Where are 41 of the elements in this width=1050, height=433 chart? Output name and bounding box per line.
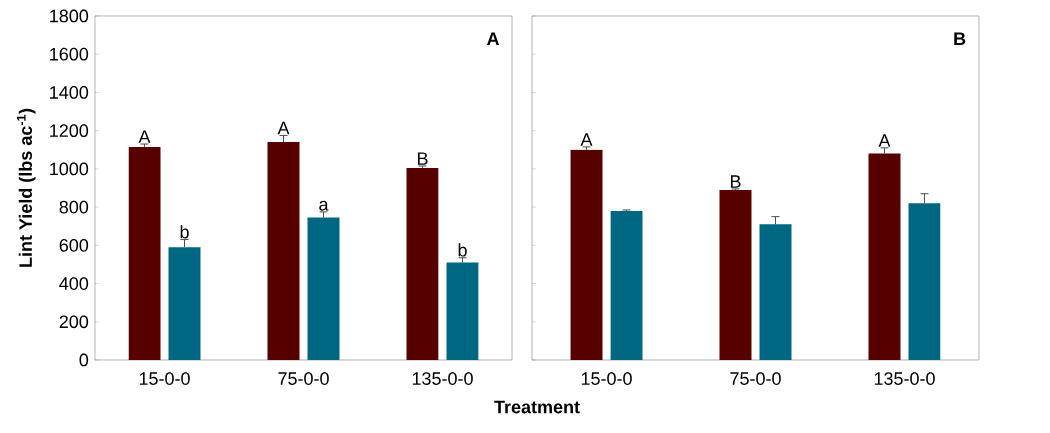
bar	[759, 224, 792, 360]
bar	[128, 146, 161, 360]
bar	[610, 210, 643, 360]
y-tick-label: 200	[59, 315, 89, 329]
y-tick-label: 1000	[50, 162, 89, 176]
bar	[267, 142, 300, 360]
y-tick-label: 800	[59, 200, 89, 214]
bar	[406, 167, 439, 360]
annotation: b	[180, 225, 189, 239]
annotation: A	[487, 32, 500, 45]
bar	[307, 217, 340, 360]
annotation: B	[417, 152, 428, 165]
y-tick-label: 400	[59, 277, 89, 290]
x-tick-label: 75-0-0	[730, 372, 781, 385]
y-tick-label: 0	[79, 353, 89, 367]
annotation: A	[878, 134, 891, 147]
y-axis-title: Lint Yield (lbs ac$^{-1}$)	[16, 108, 36, 267]
bar	[446, 262, 479, 360]
bar	[570, 149, 603, 360]
y-tick-label: 1200	[50, 124, 89, 138]
x-axis-title: Treatment	[494, 400, 580, 414]
x-tick-label: 15-0-0	[139, 372, 190, 385]
x-tick-label: 75-0-0	[278, 372, 329, 385]
bar	[719, 189, 752, 360]
bar	[868, 153, 901, 360]
y-tick-label: 1800	[50, 9, 89, 23]
bar	[168, 247, 201, 360]
annotation: A	[138, 130, 151, 143]
annotation: A	[277, 121, 290, 135]
y-tick-label: 1600	[50, 47, 89, 61]
annotation: a	[319, 200, 329, 211]
annotation: b	[458, 243, 467, 257]
y-tick-label: 600	[59, 238, 89, 252]
annotation: B	[954, 32, 966, 45]
x-tick-label: 15-0-0	[581, 372, 632, 385]
bar	[908, 203, 941, 360]
y-tick-label: 1400	[50, 86, 89, 99]
annotation: A	[580, 133, 593, 146]
x-tick-label: 135-0-0	[874, 372, 935, 385]
x-tick-label: 135-0-0	[412, 372, 473, 385]
annotation: B	[730, 175, 741, 188]
